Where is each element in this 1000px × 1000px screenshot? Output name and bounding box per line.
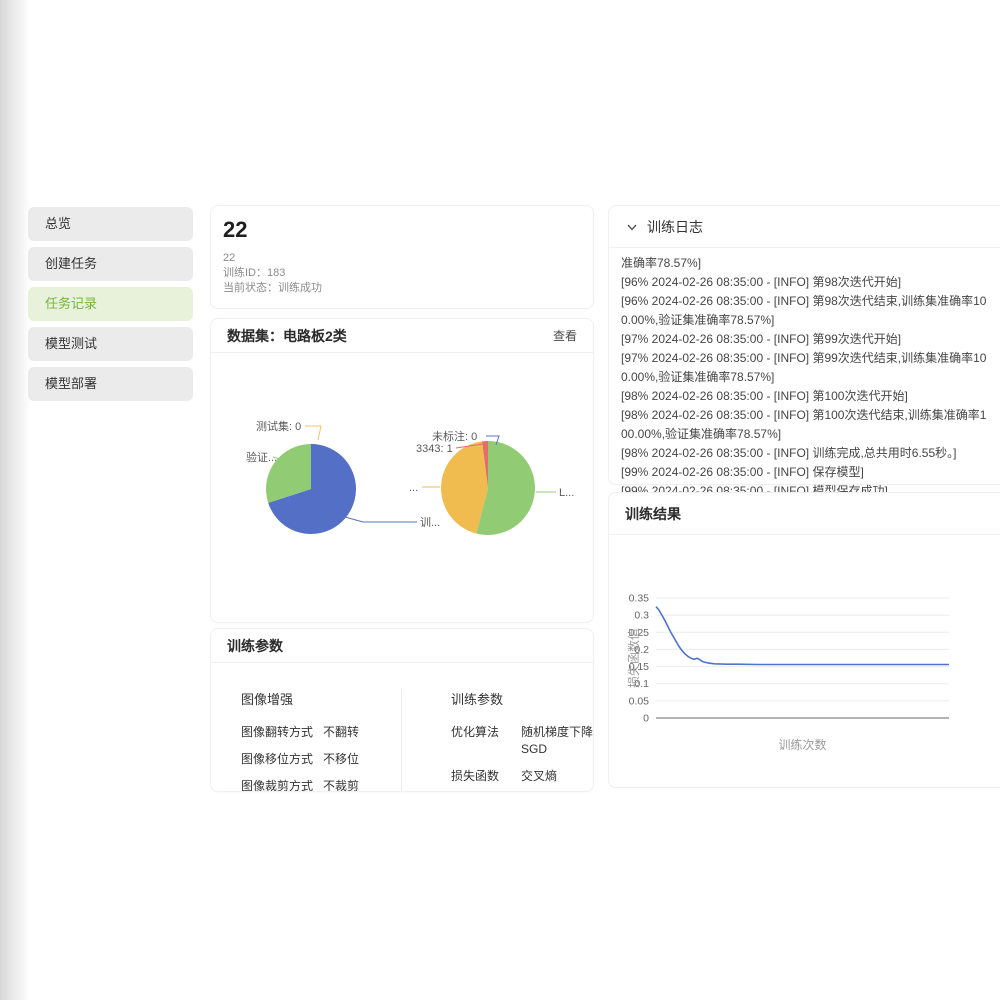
svg-text:0.3: 0.3 bbox=[634, 610, 649, 622]
param-value: 交叉熵 bbox=[521, 769, 558, 783]
log-line: [98% 2024-02-26 08:35:00 - [INFO] 第100次迭… bbox=[621, 389, 908, 403]
param-row: 图像移位方式 不移位 bbox=[241, 751, 401, 768]
sidebar-item-model-deploy[interactable]: 模型部署 bbox=[28, 367, 193, 401]
augmentation-group: 图像增强 图像翻转方式 不翻转 图像移位方式 不移位 图像裁剪方式 不裁剪 bbox=[241, 689, 401, 792]
log-line: [99% 2024-02-26 08:35:00 - [INFO] 保存模型] bbox=[621, 465, 864, 479]
dataset-pies: 测试集: 0 验证... 训... 未标注: 0 3343: 1... L... bbox=[211, 416, 595, 556]
param-value: 随机梯度下降 SGD bbox=[521, 725, 594, 756]
param-key: 图像裁剪方式 bbox=[241, 779, 314, 792]
dataset-split-pie-chart: 测试集: 0 验证... 训... bbox=[246, 419, 440, 534]
svg-text:测试集: 0: 测试集: 0 bbox=[256, 419, 301, 433]
param-key: 图像移位方式 bbox=[241, 752, 314, 766]
dataset-card-header: 数据集：电路板2类 查看 bbox=[211, 319, 593, 353]
svg-text:0.2: 0.2 bbox=[634, 644, 649, 656]
dataset-title: 数据集：电路板2类 bbox=[227, 327, 347, 344]
svg-text:0.1: 0.1 bbox=[634, 678, 649, 690]
dataset-split-pie: 测试集: 0 验证... 训... bbox=[226, 416, 441, 556]
task-name: 22 bbox=[223, 252, 236, 264]
log-line: [97% 2024-02-26 08:35:00 - [INFO] 第99次迭代… bbox=[621, 332, 902, 346]
svg-text:训...: 训... bbox=[420, 516, 440, 529]
log-line: [98% 2024-02-26 08:35:00 - [INFO] 第100次迭… bbox=[621, 408, 987, 441]
training-id: 训练ID：183 bbox=[223, 267, 286, 279]
sidebar-item-overview[interactable]: 总览 bbox=[28, 207, 193, 241]
log-line: [96% 2024-02-26 08:35:00 - [INFO] 第98次迭代… bbox=[621, 294, 987, 327]
label-distribution-pie: 未标注: 0 3343: 1... L... bbox=[406, 416, 595, 556]
svg-text:3343: 1: 3343: 1 bbox=[416, 443, 453, 455]
param-value: 不翻转 bbox=[323, 725, 360, 739]
dataset-card: 数据集：电路板2类 查看 测试集: 0 验证... 训... 未标注: 0 3343:… bbox=[210, 318, 594, 623]
training-log-card: 训练日志 准确率78.57%] [96% 2024-02-26 08:35:00… bbox=[608, 205, 1000, 517]
task-title: 22 bbox=[223, 217, 248, 242]
param-row: 图像翻转方式 不翻转 bbox=[241, 724, 401, 741]
sidebar-item-task-records[interactable]: 任务记录 bbox=[28, 287, 193, 321]
sidebar: 总览 创建任务 任务记录 模型测试 模型部署 bbox=[28, 207, 193, 407]
sidebar-item-create-task[interactable]: 创建任务 bbox=[28, 247, 193, 281]
param-key: 图像翻转方式 bbox=[241, 725, 314, 739]
task-status: 当前状态：训练成功 bbox=[223, 282, 322, 294]
svg-text:0.15: 0.15 bbox=[629, 661, 650, 673]
svg-text:0: 0 bbox=[643, 713, 649, 725]
params-body: 图像增强 图像翻转方式 不翻转 图像移位方式 不移位 图像裁剪方式 不裁剪 训练… bbox=[211, 663, 594, 792]
param-key: 损失函数 bbox=[451, 769, 500, 783]
log-title: 训练日志 bbox=[647, 218, 703, 235]
task-summary-card: 22 22 训练ID：183 当前状态：训练成功 bbox=[210, 205, 594, 309]
log-line: 准确率78.57%] bbox=[621, 256, 702, 270]
view-dataset-button[interactable]: 查看 bbox=[552, 329, 577, 343]
svg-text:损失函数值: 损失函数值 bbox=[626, 628, 641, 688]
param-row: 损失函数 交叉熵 bbox=[451, 768, 593, 785]
svg-text:0.05: 0.05 bbox=[629, 695, 650, 707]
param-key: 优化算法 bbox=[451, 725, 500, 739]
params-column-divider bbox=[401, 689, 402, 791]
svg-text:0.25: 0.25 bbox=[629, 627, 650, 639]
log-card-header: 训练日志 bbox=[609, 206, 1000, 248]
param-value: 不裁剪 bbox=[323, 779, 360, 792]
params-card-header: 训练参数 bbox=[211, 629, 593, 663]
training-group: 训练参数 优化算法 随机梯度下降 SGD 损失函数 交叉熵 bbox=[451, 689, 594, 791]
log-line: [97% 2024-02-26 08:35:00 - [INFO] 第99次迭代… bbox=[621, 351, 987, 384]
log-body[interactable]: 准确率78.57%] [96% 2024-02-26 08:35:00 - [I… bbox=[609, 248, 1000, 526]
training-results-card: 训练结果 0 0.05 0.1 0.15 0.2 0.25 0.3 0.35 损失函数值训练次数 bbox=[608, 492, 1000, 788]
svg-text:验证...: 验证... bbox=[246, 450, 277, 464]
param-value: 不移位 bbox=[323, 752, 360, 766]
log-line: [98% 2024-02-26 08:35:00 - [INFO] 训练完成,总… bbox=[621, 446, 957, 460]
svg-text:0.35: 0.35 bbox=[629, 593, 650, 605]
sidebar-item-model-test[interactable]: 模型测试 bbox=[28, 327, 193, 361]
augmentation-group-title: 图像增强 bbox=[241, 692, 294, 707]
svg-text:...: ... bbox=[409, 482, 418, 494]
svg-text:训练次数: 训练次数 bbox=[778, 737, 826, 752]
param-row: 图像裁剪方式 不裁剪 bbox=[241, 778, 401, 792]
task-meta: 22 训练ID：183 当前状态：训练成功 bbox=[223, 251, 581, 296]
training-params-card: 训练参数 图像增强 图像翻转方式 不翻转 图像移位方式 不移位 图像裁剪方式 不… bbox=[210, 628, 594, 792]
left-edge-gradient bbox=[0, 0, 30, 1000]
results-card-header: 训练结果 bbox=[609, 493, 1000, 535]
svg-text:未标注: 0: 未标注: 0 bbox=[432, 429, 477, 443]
param-row: 优化算法 随机梯度下降 SGD bbox=[451, 724, 594, 758]
results-title: 训练结果 bbox=[625, 505, 681, 522]
params-title: 训练参数 bbox=[227, 637, 283, 654]
training-group-title: 训练参数 bbox=[451, 692, 504, 707]
svg-text:L...: L... bbox=[559, 487, 574, 499]
log-line: [96% 2024-02-26 08:35:00 - [INFO] 第98次迭代… bbox=[621, 275, 902, 289]
chevron-down-icon[interactable] bbox=[625, 220, 639, 234]
